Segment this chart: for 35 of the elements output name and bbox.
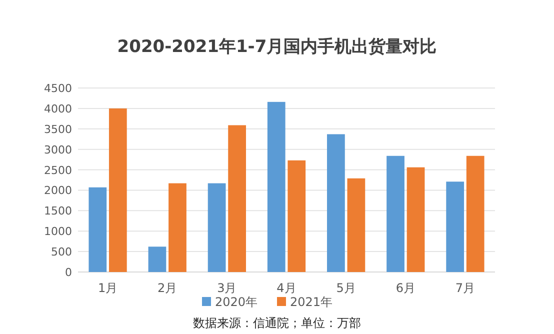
bar <box>267 102 286 272</box>
bar <box>88 187 107 272</box>
legend-label: 2021年 <box>290 295 333 309</box>
x-tick-label: 3月 <box>217 281 237 295</box>
y-tick-label: 4000 <box>44 102 72 116</box>
bar <box>466 156 484 272</box>
y-tick-label: 0 <box>65 266 72 279</box>
bar <box>208 183 226 272</box>
bar <box>327 134 345 272</box>
source-note: 数据来源：信通院；单位：万部 <box>193 316 361 330</box>
x-tick-label: 7月 <box>455 281 476 295</box>
y-tick-label: 3500 <box>44 122 72 136</box>
bar <box>406 167 425 272</box>
x-tick-label: 6月 <box>396 281 416 295</box>
bar <box>386 156 404 272</box>
legend-label: 2020年 <box>215 295 258 309</box>
bar <box>168 183 186 272</box>
bar <box>108 108 127 272</box>
y-tick-label: 4500 <box>44 82 72 95</box>
x-tick-label: 4月 <box>276 281 296 295</box>
chart-title: 2020-2021年1-7月国内手机出货量对比 <box>117 37 437 57</box>
y-tick-label: 500 <box>51 246 72 259</box>
bar <box>288 160 306 272</box>
x-tick-label: 5月 <box>336 281 356 295</box>
bar <box>446 182 464 272</box>
y-tick-label: 2000 <box>44 184 72 198</box>
y-tick-label: 1500 <box>44 204 72 218</box>
bar <box>148 246 166 272</box>
y-tick-label: 3000 <box>44 143 72 156</box>
x-tick-label: 1月 <box>98 281 118 295</box>
bar <box>228 125 246 272</box>
bar <box>347 178 366 272</box>
y-tick-label: 1000 <box>44 225 72 238</box>
x-tick-label: 2月 <box>158 281 178 295</box>
y-tick-label: 2500 <box>44 164 72 177</box>
